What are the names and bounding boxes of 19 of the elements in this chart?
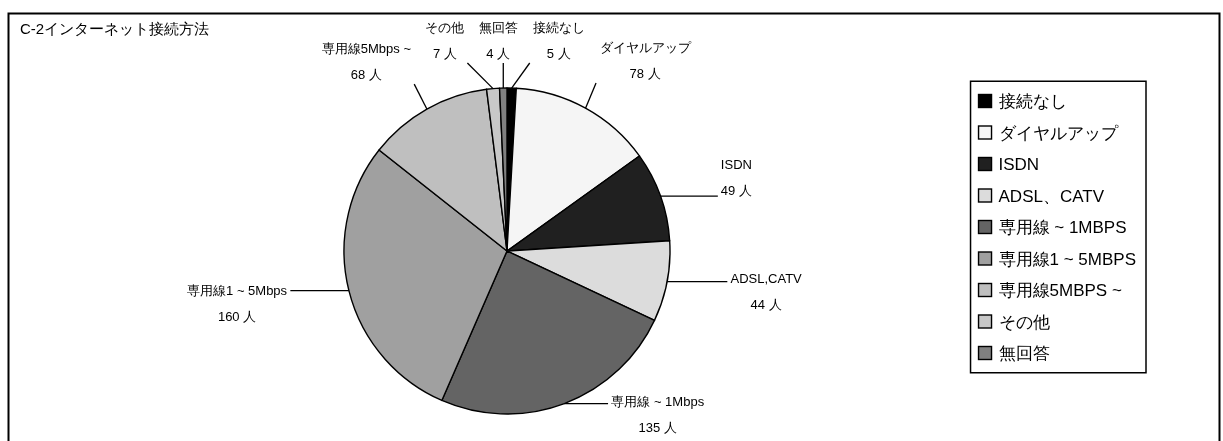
chart-title: C-2インターネット接続方法: [20, 20, 210, 37]
data-label: ADSL,CATV 44 人: [730, 271, 803, 313]
legend-label: ISDN: [998, 155, 1040, 175]
legend-label: 無回答: [998, 344, 1050, 364]
data-label: ISDN 49 人: [720, 157, 752, 199]
data-label: 無回答 4 人: [478, 20, 518, 61]
data-label: その他 7 人: [425, 20, 465, 61]
legend-label: その他: [998, 312, 1050, 332]
legend-label: 専用線 ~ 1MBPS: [998, 218, 1127, 238]
data-label: ダイヤルアップ 78 人: [599, 39, 692, 81]
data-label: 専用線 ~ 1Mbps 135 人: [611, 394, 705, 435]
data-label: 接続なし 5 人: [532, 20, 585, 61]
data-label: 専用線1 ~ 5Mbps 160 人: [187, 283, 288, 325]
legend-label: ADSL、CATV: [998, 186, 1105, 206]
legend-label: ダイヤルアップ: [998, 123, 1119, 143]
legend-label: 専用線1 ~ 5MBPS: [998, 249, 1136, 269]
legend-label: 接続なし: [998, 92, 1067, 112]
data-label: 専用線5Mbps ~ 68 人: [321, 41, 412, 83]
legend-label: 専用線5MBPS ~: [998, 281, 1122, 301]
